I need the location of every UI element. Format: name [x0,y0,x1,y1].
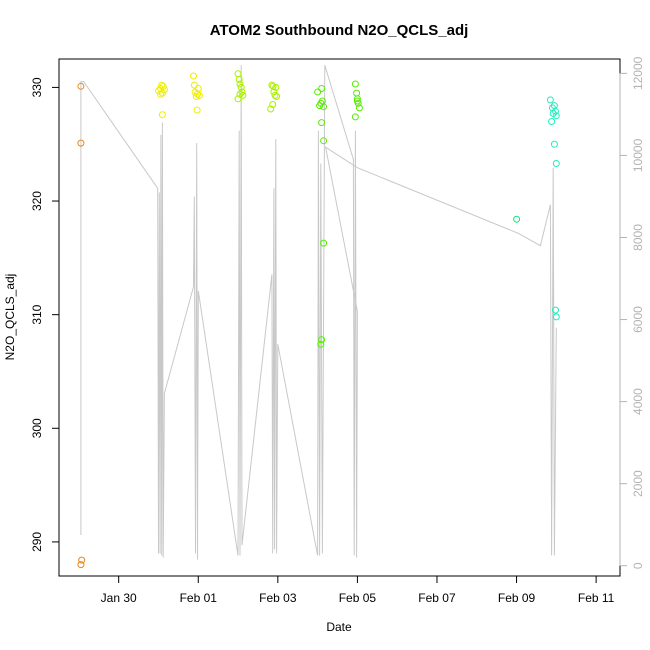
data-point [234,70,242,78]
y2-tick-label: 6000 [631,306,645,333]
x-tick-label: Feb 01 [180,591,218,605]
data-point [157,90,164,98]
x-tick-label: Feb 09 [498,591,536,605]
line-series-group [80,65,557,560]
data-point [77,139,85,147]
y-tick-label: 310 [30,304,44,324]
data-point [273,93,281,100]
y-axis-right: 0 2000 4000 6000 8000 10000 12000 [619,56,645,569]
data-point [513,215,521,223]
data-point [78,556,86,564]
data-point [552,160,560,167]
data-point [318,336,326,344]
data-point [320,137,328,145]
data-point [318,85,326,92]
data-point [77,561,85,569]
data-point [235,76,243,83]
y-tick-label: 330 [30,77,44,97]
data-point [272,83,280,91]
data-point [236,90,244,98]
data-point [238,88,246,96]
y-axis-left: 290 300 310 320 330 [30,77,60,552]
x-tick-label: Jan 30 [101,591,137,605]
y-tick-label: 290 [30,532,44,552]
data-point [552,107,559,115]
y-axis-label: N2O_QCLS_adj [3,274,17,361]
data-point [159,82,167,90]
data-point [355,104,363,112]
data-point [234,95,242,103]
data-point [546,96,554,104]
data-point [236,80,244,88]
x-tick-label: Feb 07 [418,591,456,605]
x-axis: Jan 30 Feb 01 Feb 03 Feb 05 Feb 07 Feb 09 Feb … [101,575,615,605]
x-tick-label: Feb 03 [259,591,297,605]
data-point [237,83,245,91]
data-point [550,140,558,148]
data-point [271,91,279,99]
data-point [268,81,276,89]
chart-title: ATOM2 Southbound N2O_QCLS_adj [210,22,469,39]
data-point [193,106,201,114]
data-point [269,101,277,108]
data-point [158,111,166,119]
data-point [320,103,328,111]
data-point [267,105,275,113]
y2-tick-label: 4000 [631,388,645,415]
data-point [320,239,328,247]
data-point [314,88,322,96]
data-point [190,72,197,80]
data-point [77,82,85,90]
data-point [353,97,361,105]
y-tick-label: 300 [30,418,44,438]
data-point [318,119,326,127]
data-point [160,86,168,94]
data-point [351,113,359,121]
data-point [353,95,361,103]
plot-frame [58,58,621,577]
line-series-0 [80,65,557,560]
y2-tick-label: 12000 [631,56,645,90]
y2-tick-label: 2000 [631,470,645,497]
data-point [552,112,560,120]
data-point [548,118,556,125]
data-point [194,85,202,92]
y2-tick-label: 8000 [631,224,645,251]
y2-tick-label: 0 [631,562,645,569]
data-point [317,340,325,348]
data-point [552,313,560,321]
x-tick-label: Feb 05 [339,591,377,605]
x-axis-label: Date [326,620,352,634]
data-point [353,89,361,97]
point-series-group [77,70,560,569]
x-tick-label: Feb 11 [578,591,615,605]
data-point [190,81,198,89]
data-point [552,306,559,314]
y2-tick-label: 10000 [631,138,645,172]
data-point [195,91,203,99]
y-tick-label: 320 [30,191,44,211]
data-point [351,80,359,88]
